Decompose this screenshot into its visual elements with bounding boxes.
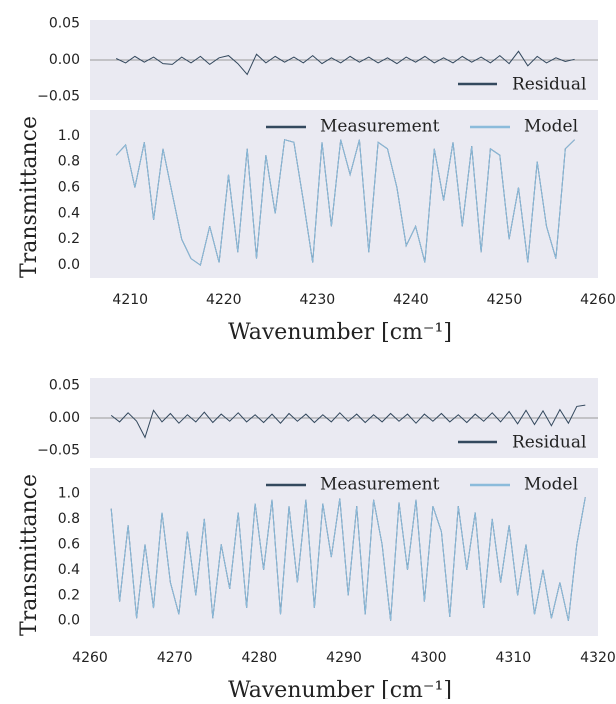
x-tick-label: 4250: [487, 292, 523, 308]
y-tick-label: 0.0: [58, 257, 80, 273]
y-axis-label: Transmittance: [17, 116, 42, 278]
x-tick-label: 4310: [496, 650, 532, 666]
y-tick-label: −0.05: [37, 88, 80, 104]
y-tick-label: 0.05: [49, 16, 80, 32]
x-tick-label: 4230: [300, 292, 336, 308]
x-tick-label: 4290: [326, 650, 362, 666]
x-tick-label: 4320: [580, 650, 616, 666]
x-tick-label: 4300: [411, 650, 447, 666]
y-tick-label: 0.4: [58, 562, 80, 578]
series-line: [115, 50, 575, 76]
y-tick-label: 0.6: [58, 180, 80, 196]
y-tick-label: 0.8: [58, 511, 80, 527]
legend-label: Residual: [512, 75, 586, 95]
x-tick-label: 4260: [72, 650, 108, 666]
y-tick-label: 0.05: [49, 378, 80, 394]
y-tick-label: 0.2: [58, 587, 80, 603]
y-tick-label: 1.0: [58, 485, 80, 501]
x-axis-label: Wavenumber [cm⁻¹]: [228, 678, 452, 699]
x-axis-label: Wavenumber [cm⁻¹]: [228, 320, 452, 345]
y-tick-label: 0.8: [58, 154, 80, 170]
y-tick-label: 1.0: [58, 128, 80, 144]
x-tick-label: 4260: [580, 292, 616, 308]
series-line: [110, 497, 586, 621]
legend-label: Model: [524, 475, 578, 495]
legend-label: Residual: [512, 433, 586, 453]
x-tick-label: 4280: [242, 650, 278, 666]
y-tick-label: 0.2: [58, 231, 80, 247]
y-tick-label: −0.05: [37, 442, 80, 458]
plot-area: [90, 110, 598, 278]
series-line: [110, 404, 586, 439]
y-tick-label: 0.00: [49, 410, 80, 426]
series-line: [115, 139, 575, 266]
y-tick-label: 0.6: [58, 536, 80, 552]
legend-label: Model: [524, 117, 578, 137]
x-tick-label: 4270: [157, 650, 193, 666]
y-tick-label: 0.4: [58, 205, 80, 221]
x-tick-label: 4210: [112, 292, 148, 308]
y-tick-label: 0.0: [58, 613, 80, 629]
x-tick-label: 4220: [206, 292, 242, 308]
y-axis-label: Transmittance: [17, 474, 42, 636]
legend-label: Measurement: [320, 117, 440, 137]
x-tick-label: 4240: [393, 292, 429, 308]
legend-label: Measurement: [320, 475, 440, 495]
y-tick-label: 0.00: [49, 52, 80, 68]
